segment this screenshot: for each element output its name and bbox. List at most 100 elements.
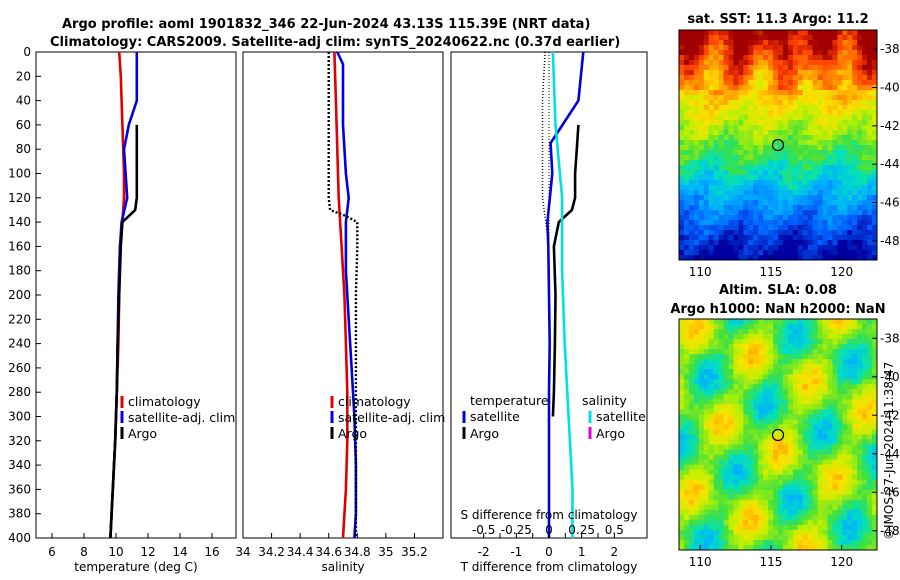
map-cell (773, 125, 779, 131)
map-cell (832, 504, 838, 511)
map-cell (763, 344, 769, 350)
map-cell (679, 539, 685, 546)
map-cell (708, 349, 715, 355)
map-cell (763, 349, 769, 355)
map-cell (842, 80, 848, 86)
map-cell (812, 544, 818, 551)
map-cell (847, 464, 853, 471)
map-cell (743, 404, 749, 410)
map-cell (837, 140, 843, 146)
map-cell (723, 195, 729, 201)
map-cell (728, 329, 734, 335)
map-cell (837, 120, 843, 126)
map-cell (847, 469, 853, 476)
map-cell (837, 150, 843, 156)
map-cell (718, 40, 724, 46)
map-cell (773, 489, 779, 496)
map-cell (713, 399, 719, 405)
map-cell (872, 474, 878, 481)
map-cell (713, 529, 719, 536)
map-cell (688, 534, 695, 541)
map-cell (837, 210, 843, 216)
map-cell (773, 255, 779, 261)
map-cell (817, 364, 823, 370)
map-cell (782, 494, 789, 501)
map-cell (698, 175, 705, 181)
map-cell (862, 215, 868, 221)
map-cell (847, 334, 853, 340)
map-cell (857, 220, 863, 226)
x-tick-label: 2 (611, 545, 619, 559)
map-cell (787, 80, 794, 86)
map-cell (713, 165, 719, 171)
map-cell (817, 529, 823, 536)
map-cell (802, 150, 809, 156)
map-cell (827, 524, 833, 531)
map-cell (778, 110, 784, 116)
map-cell (842, 65, 848, 71)
map-cell (713, 374, 719, 380)
y-tick-label: 80 (16, 142, 31, 156)
map-cell (847, 384, 853, 390)
map-cell (688, 509, 695, 516)
map-cell (713, 65, 719, 71)
map-cell (847, 120, 853, 126)
map-cell (867, 255, 873, 261)
map-cell (713, 324, 719, 330)
map-cell (773, 524, 779, 531)
map-cell (807, 70, 814, 76)
map-cell (827, 145, 833, 151)
map-cell (693, 364, 700, 370)
map-cell (679, 225, 685, 231)
map-cell (792, 235, 799, 241)
map-cell (738, 449, 744, 455)
map-cell (822, 100, 828, 106)
map-cell (782, 479, 789, 486)
map-cell (872, 459, 878, 466)
map-cell (837, 519, 843, 526)
map-cell (807, 130, 814, 136)
map-cell (862, 65, 868, 71)
map-cell (723, 454, 729, 461)
map-cell (758, 529, 764, 536)
map-cell (812, 514, 818, 521)
map-cell (683, 529, 690, 536)
map-cell (733, 245, 739, 251)
map-cell (787, 75, 794, 81)
map-cell (837, 394, 843, 400)
map-cell (797, 364, 804, 370)
map-cell (753, 339, 759, 345)
map-cell (822, 399, 828, 405)
map-cell (782, 364, 789, 370)
map-cell (842, 200, 848, 206)
map-cell (837, 75, 843, 81)
map-cell (797, 145, 804, 151)
map-x-tick-label: 115 (759, 265, 782, 279)
map-cell (787, 35, 794, 41)
map-cell (728, 195, 734, 201)
map-cell (679, 215, 685, 221)
map-cell (703, 140, 710, 146)
map-cell (832, 459, 838, 466)
map-cell (698, 120, 705, 126)
map-cell (857, 499, 863, 506)
map-cell (862, 364, 868, 370)
map-cell (837, 499, 843, 506)
map-cell (688, 429, 695, 435)
map-cell (837, 45, 843, 51)
map-cell (733, 135, 739, 141)
map-cell (768, 190, 774, 196)
map-cell (768, 130, 774, 136)
map-cell (782, 354, 789, 360)
map-cell (723, 180, 729, 186)
map-cell (733, 514, 739, 521)
map-cell (817, 329, 823, 335)
map-cell (679, 70, 685, 76)
map-cell (847, 155, 853, 161)
map-cell (857, 354, 863, 360)
map-cell (708, 469, 715, 476)
map-cell (802, 504, 809, 511)
map-cell (693, 175, 700, 181)
map-cell (728, 319, 734, 325)
map-cell (778, 230, 784, 236)
